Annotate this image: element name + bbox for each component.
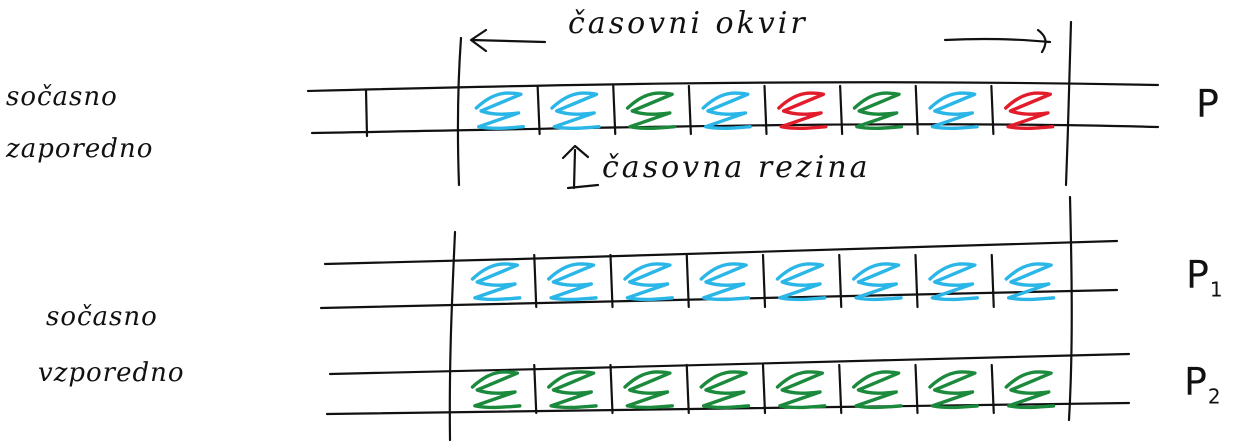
row3-divider xyxy=(534,365,536,413)
row1-divider xyxy=(840,86,842,134)
row1-slice-green xyxy=(854,93,901,128)
row1-slice-red xyxy=(779,93,826,128)
row3-divider xyxy=(687,365,689,413)
row2-divider xyxy=(992,255,994,307)
row2-divider xyxy=(611,255,613,307)
row3-slice-green xyxy=(930,372,977,408)
right-arrow xyxy=(945,30,1050,52)
row3-divider xyxy=(763,365,765,413)
row2-divider xyxy=(839,255,841,307)
label-concurrent-1: sočasno xyxy=(6,82,118,112)
row2-slice-blue xyxy=(777,264,824,300)
time-window-label: časovni okvir xyxy=(568,6,808,41)
row2-top-line xyxy=(325,241,1117,264)
row3-slice-green xyxy=(1006,372,1053,408)
row1-slice-blue xyxy=(552,93,599,128)
row2-dividers xyxy=(534,255,994,307)
time-slice-label: časovna rezina xyxy=(602,150,871,185)
window-right-boundary xyxy=(1066,22,1071,185)
row1-slice-blue xyxy=(476,93,523,128)
left-arrow xyxy=(471,30,545,51)
processor-2-label: P2 xyxy=(1184,360,1222,409)
window-right-boundary-2 xyxy=(1069,197,1072,420)
row3-slice-green xyxy=(777,372,824,408)
row3-divider xyxy=(611,365,613,413)
row3-slice-green xyxy=(472,372,519,408)
label-concurrent-2: sočasno xyxy=(46,302,158,332)
window-left-boundary-2 xyxy=(450,232,455,440)
row1-slice-red xyxy=(1006,93,1053,128)
row1-divider xyxy=(538,86,540,134)
row1-slice-blue xyxy=(703,93,750,128)
row3-slice-green xyxy=(625,372,672,408)
row1-outer-divider xyxy=(366,90,367,136)
row1-divider xyxy=(916,86,918,134)
window-left-boundary xyxy=(458,38,461,185)
row2-slice-blue xyxy=(549,264,596,300)
row2-divider xyxy=(534,255,536,307)
row2-divider xyxy=(916,255,918,307)
row2-slice-blue xyxy=(701,264,748,300)
label-parallel: vzporedno xyxy=(38,358,185,388)
label-sequential: zaporedno xyxy=(6,134,153,164)
row2-slice-blue xyxy=(1006,264,1053,300)
row1-slice-blue xyxy=(930,93,977,128)
row2-slice-blue xyxy=(472,264,519,300)
time-slice-arrow xyxy=(563,146,598,188)
row1-slice-green xyxy=(628,93,675,128)
row1-divider xyxy=(765,86,767,134)
row3-slice-green xyxy=(549,372,596,408)
row1-divider xyxy=(991,86,993,134)
processor-1-label: P1 xyxy=(1186,253,1224,302)
row1-top-line xyxy=(308,82,1158,91)
row2-slice-blue xyxy=(625,264,672,300)
row3-divider xyxy=(839,365,841,413)
row2-divider xyxy=(763,255,765,307)
row3-slice-green xyxy=(854,372,901,408)
row3-slice-green xyxy=(701,372,748,408)
processor-label: P xyxy=(1196,82,1220,126)
